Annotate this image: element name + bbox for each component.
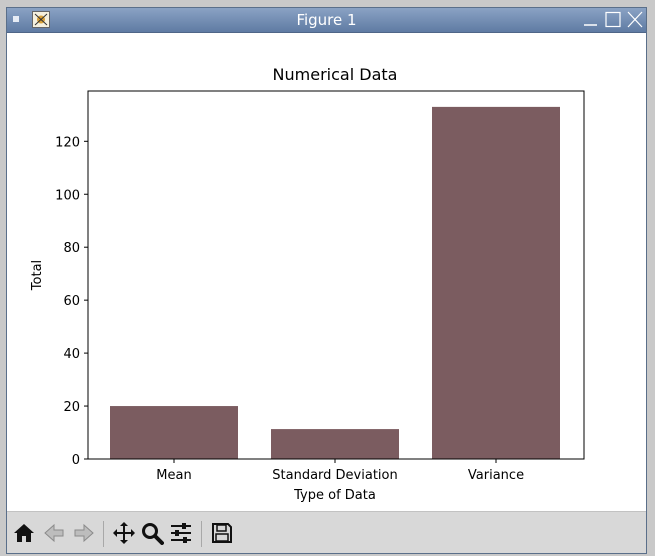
x-tick-label: Mean xyxy=(156,468,191,483)
y-tick-label: 120 xyxy=(55,135,80,150)
forward-arrow-icon[interactable] xyxy=(71,520,97,546)
close-icon[interactable] xyxy=(626,11,644,28)
bar-chart: Numerical Data 0 20 40 60 80 100 120 Mean Stand… xyxy=(30,65,585,503)
x-axis-label: Type of Data xyxy=(293,488,376,503)
bar-variance xyxy=(432,106,560,460)
pan-icon[interactable] xyxy=(111,520,137,546)
bar-standard-deviation xyxy=(271,429,399,459)
configure-subplots-icon[interactable] xyxy=(168,520,194,546)
y-tick-label: 20 xyxy=(63,400,80,415)
x-tick-label: Variance xyxy=(468,468,524,483)
toolbar-separator xyxy=(103,521,104,547)
figure-canvas[interactable]: Numerical Data 0 20 40 60 80 100 120 Mean Stand… xyxy=(7,33,646,511)
y-tick-label: 60 xyxy=(63,294,80,309)
window-title: Figure 1 xyxy=(296,11,357,29)
x-tick-label: Standard Deviation xyxy=(272,468,397,483)
zoom-icon[interactable] xyxy=(139,520,165,546)
y-tick-label: 80 xyxy=(63,241,80,256)
minimize-icon[interactable] xyxy=(582,11,600,28)
toolbar-separator xyxy=(201,521,202,547)
axes-frame xyxy=(87,90,585,460)
navigation-toolbar xyxy=(7,511,646,553)
y-tick-label: 100 xyxy=(55,188,80,203)
chart-title: Numerical Data xyxy=(273,65,398,84)
save-icon[interactable] xyxy=(209,520,235,546)
y-tick-label: 40 xyxy=(63,347,80,362)
app-icon xyxy=(32,11,50,28)
title-bar[interactable]: Figure 1 xyxy=(7,8,646,33)
window-menu-icon[interactable] xyxy=(13,16,19,22)
y-axis-label: Total xyxy=(30,260,45,291)
home-icon[interactable] xyxy=(11,520,37,546)
bar-mean xyxy=(110,406,238,459)
figure-window: Figure 1 Numerical Data 0 20 40 60 80 100 120 … xyxy=(6,7,647,554)
y-tick-label: 0 xyxy=(72,453,80,468)
back-arrow-icon[interactable] xyxy=(41,520,67,546)
maximize-icon[interactable] xyxy=(604,11,622,28)
